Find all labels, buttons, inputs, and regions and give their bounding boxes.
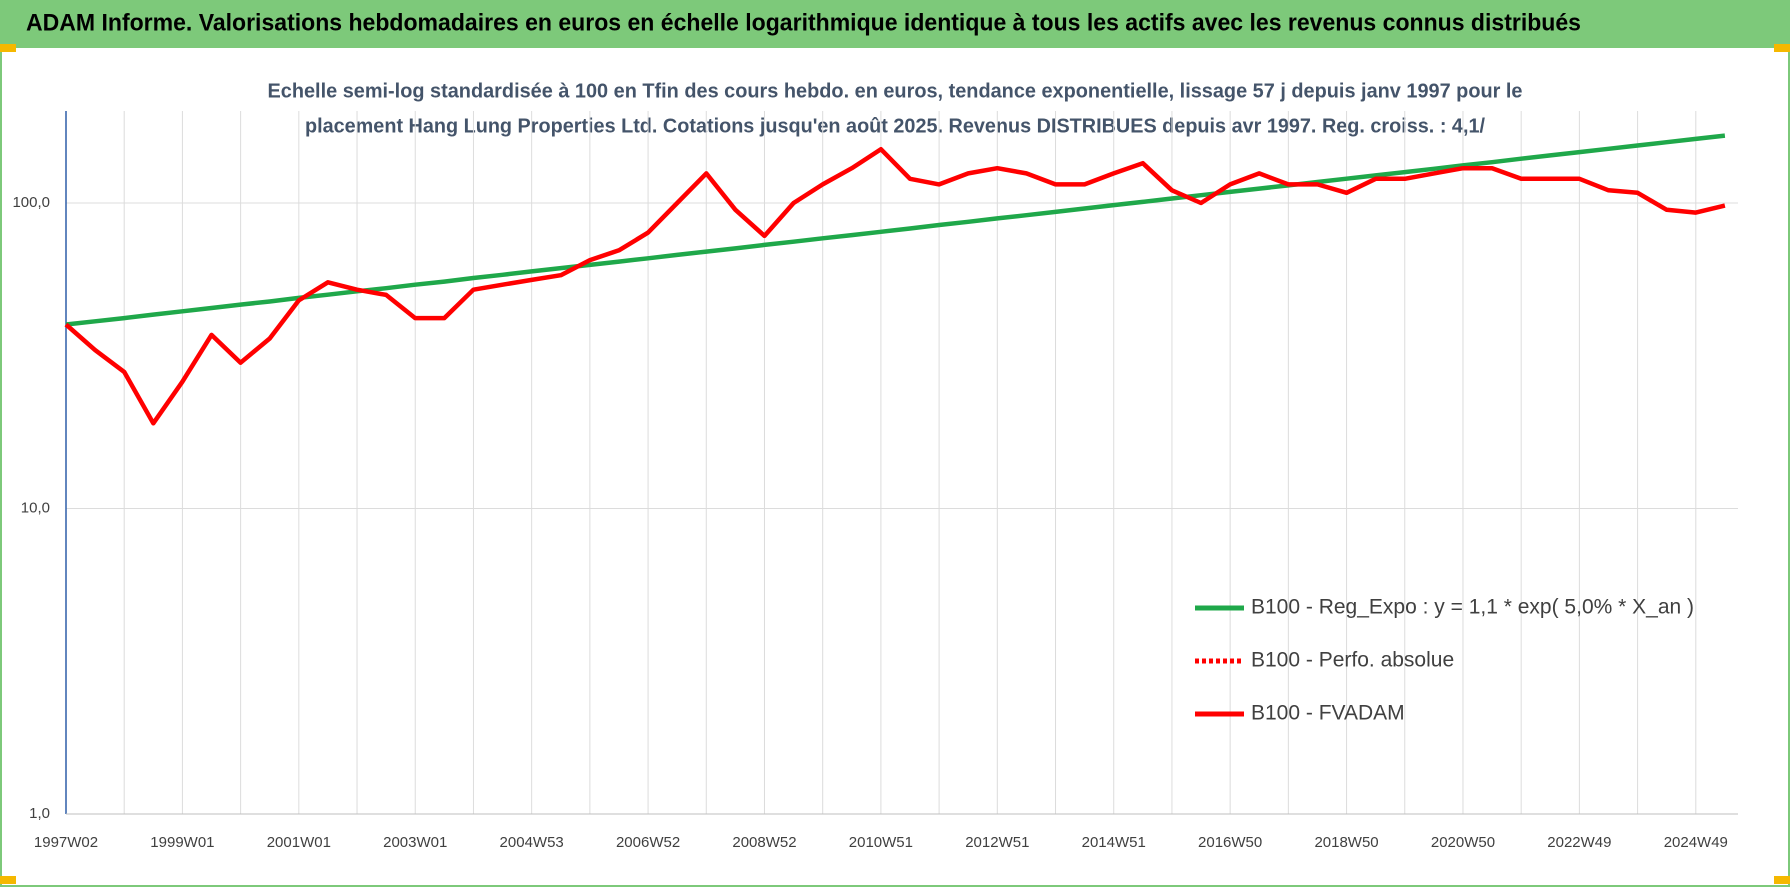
data-line xyxy=(64,146,1726,426)
x-tick-label: 2010W51 xyxy=(849,834,913,851)
x-tick-label: 1997W02 xyxy=(34,834,98,851)
legend-label: B100 - Reg_Expo : y = 1,1 * exp( 5,0% * … xyxy=(1251,596,1694,619)
y-tick-label: 100,0 xyxy=(12,194,50,211)
y-tick-label: 1,0 xyxy=(29,805,50,822)
corner xyxy=(1774,44,1790,52)
corner xyxy=(1774,876,1790,884)
header-bar xyxy=(0,0,1790,46)
y-tick-label: 10,0 xyxy=(21,499,50,516)
x-tick-label: 2024W49 xyxy=(1664,834,1728,851)
x-tick-label: 2022W49 xyxy=(1547,834,1611,851)
header-title: ADAM Informe. Valorisations hebdomadaire… xyxy=(26,9,1581,36)
legend-label: B100 - FVADAM xyxy=(1251,702,1405,725)
x-tick-label: 2014W51 xyxy=(1082,834,1146,851)
x-tick-label: 1999W01 xyxy=(150,834,214,851)
x-tick-label: 2018W50 xyxy=(1314,834,1378,851)
x-tick-label: 2001W01 xyxy=(267,834,331,851)
corner xyxy=(0,876,16,884)
chart-title: Echelle semi-log standardisée à 100 en T… xyxy=(268,80,1523,102)
legend-label: B100 - Perfo. absolue xyxy=(1251,649,1454,672)
chart-title: placement Hang Lung Properties Ltd. Cota… xyxy=(305,115,1485,137)
x-tick-label: 2012W51 xyxy=(965,834,1029,851)
x-tick-label: 2004W53 xyxy=(500,834,564,851)
x-tick-label: 2003W01 xyxy=(383,834,447,851)
x-tick-label: 2006W52 xyxy=(616,834,680,851)
x-tick-label: 2016W50 xyxy=(1198,834,1262,851)
x-tick-label: 2008W52 xyxy=(732,834,796,851)
data-line xyxy=(65,133,1726,327)
corner xyxy=(0,44,16,52)
x-tick-label: 2020W50 xyxy=(1431,834,1495,851)
